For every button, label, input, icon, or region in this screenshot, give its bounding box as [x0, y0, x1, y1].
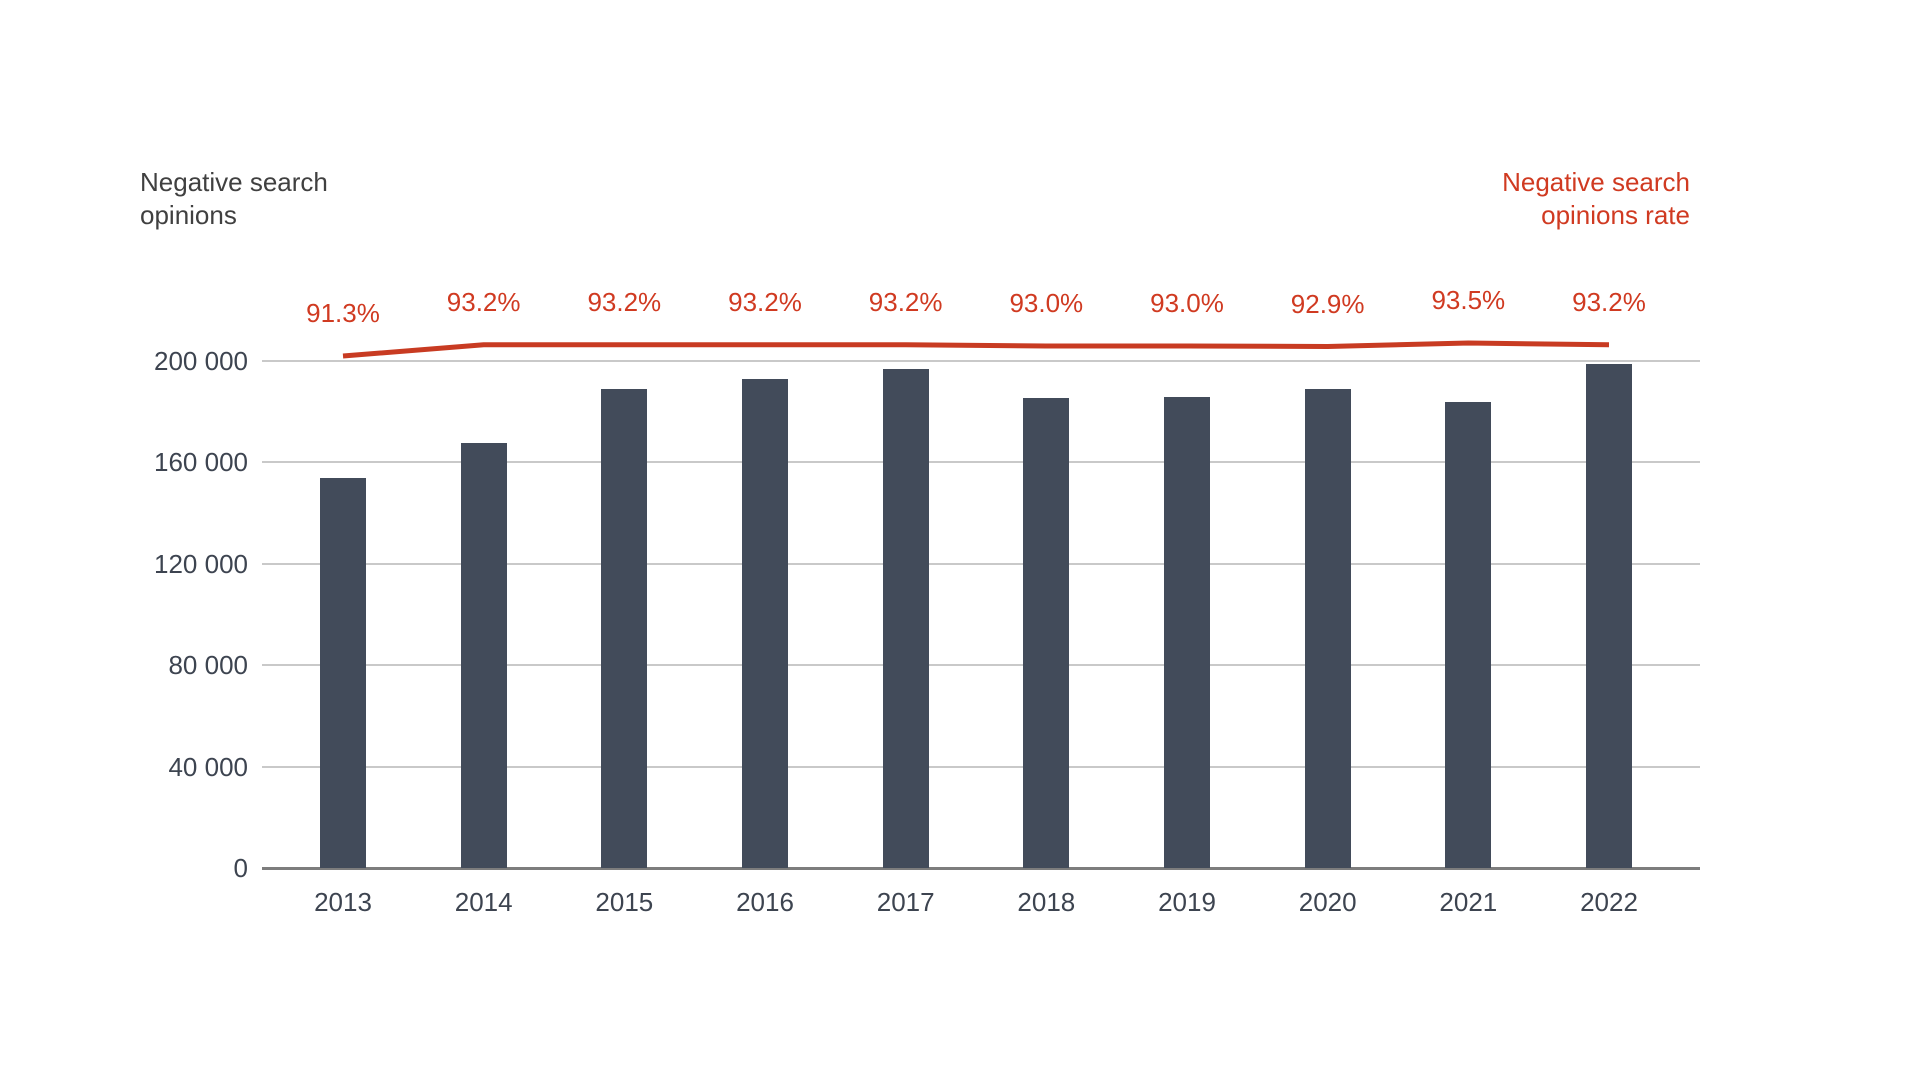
x-axis-tick-label: 2013	[314, 887, 372, 917]
rate-point-label: 93.0%	[1009, 287, 1084, 318]
gridline	[262, 461, 1700, 464]
bar-2018	[1023, 398, 1070, 868]
bar-2017	[882, 368, 929, 868]
x-axis-tick-label: 2018	[1017, 887, 1076, 917]
x-axis-tick-label: 2015	[595, 887, 654, 917]
rate-point-label: 92.9%	[1290, 288, 1365, 319]
rate-point-label: 93.2%	[728, 286, 802, 317]
rate-point-label: 93.2%	[868, 286, 943, 317]
y-axis-tick-label: 160 000	[154, 447, 248, 478]
bar-2020	[1304, 388, 1351, 868]
rate-line-path	[342, 340, 1610, 359]
gridline	[262, 664, 1700, 667]
x-axis-tick-label: 2022	[1580, 887, 1638, 917]
bar-2016	[742, 378, 788, 868]
rate-point-label: 93.5%	[1431, 285, 1506, 315]
bar-2022	[1586, 363, 1632, 868]
right-axis-title: Negative search opinions rate	[1502, 167, 1690, 230]
rate-point-label: 91.3%	[306, 298, 380, 328]
x-axis-tick-label: 2016	[736, 887, 794, 917]
bar-2013	[320, 477, 366, 868]
rate-point-label: 93.2%	[587, 286, 662, 317]
y-axis-tick-label: 200 000	[154, 346, 248, 376]
bar-2019	[1164, 396, 1210, 868]
gridline	[262, 360, 1700, 362]
rate-point-label: 93.2%	[1572, 286, 1646, 317]
y-axis-tick-label: 40 000	[168, 751, 248, 782]
y-axis-tick-label: 120 000	[154, 548, 248, 579]
rate-point-label: 93.0%	[1150, 287, 1224, 318]
bar-2015	[601, 388, 648, 868]
bar-2014	[460, 443, 507, 868]
y-axis-tick-label: 80 000	[168, 650, 248, 681]
x-axis-tick-label: 2021	[1439, 887, 1498, 917]
x-axis-tick-label: 2014	[454, 887, 513, 917]
x-axis-tick-label: 2017	[876, 887, 935, 917]
x-axis-tick-label: 2019	[1158, 887, 1216, 917]
x-axis-line	[262, 867, 1700, 870]
gridline	[262, 562, 1700, 565]
rate-point-label: 93.2%	[446, 286, 521, 317]
bar-2021	[1445, 401, 1492, 868]
left-axis-title: Negative search opinions	[140, 167, 328, 230]
x-axis-tick-label: 2020	[1298, 887, 1357, 917]
gridline	[262, 765, 1700, 768]
y-axis-tick-label: 0	[233, 853, 248, 883]
